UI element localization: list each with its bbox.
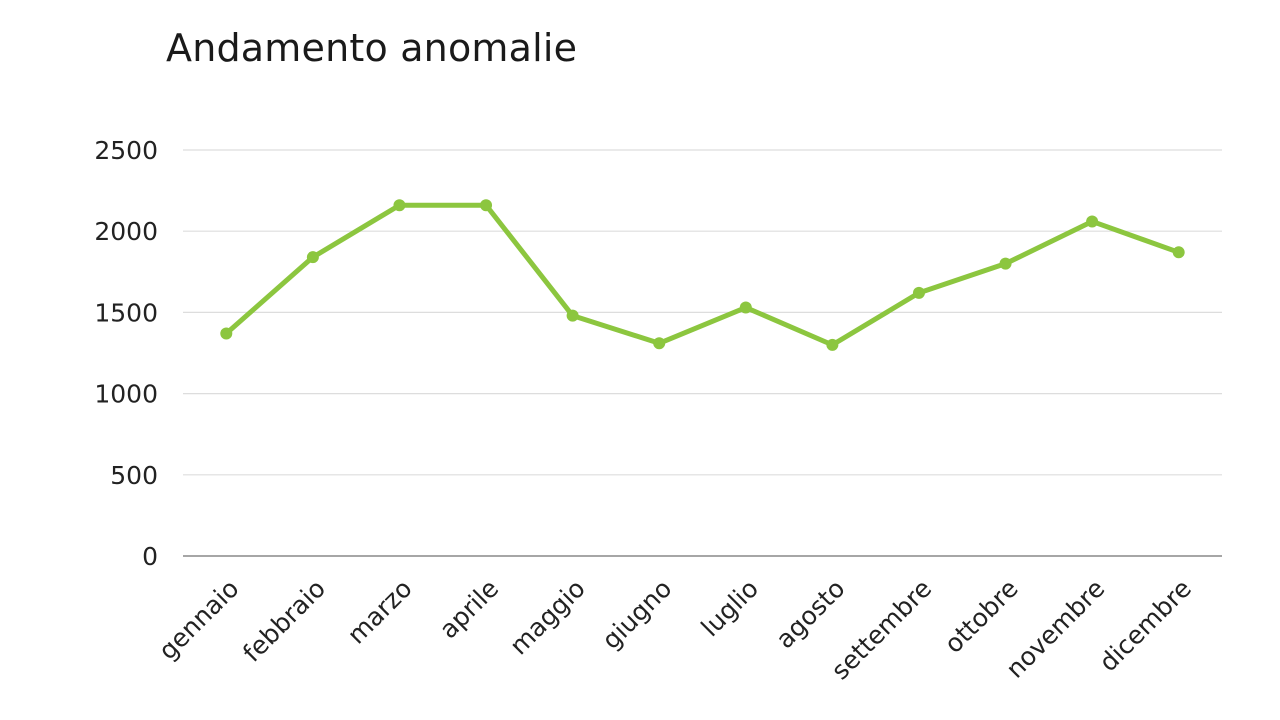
y-tick-label: 1500 [94, 298, 158, 327]
data-point [912, 286, 925, 299]
y-tick-label: 2000 [94, 217, 158, 246]
series-line [223, 202, 1182, 348]
x-tick-label: dicembre [1094, 574, 1197, 677]
y-tick-label: 0 [142, 542, 158, 571]
x-tick-label: aprile [434, 574, 505, 645]
data-point [306, 251, 319, 264]
data-point [1172, 246, 1185, 259]
x-tick-label: maggio [504, 574, 591, 661]
data-point [999, 257, 1012, 270]
x-tick-label: gennaio [153, 574, 245, 666]
x-tick-label: marzo [342, 574, 418, 650]
x-tick-label: luglio [696, 574, 764, 642]
y-tick-label: 500 [110, 461, 158, 490]
data-point [220, 327, 233, 340]
data-point [653, 337, 666, 350]
data-point [739, 301, 752, 314]
data-point [826, 338, 839, 351]
data-point [480, 199, 493, 212]
chart-title: Andamento anomalie [166, 26, 578, 70]
data-point [566, 309, 579, 322]
data-point [1086, 215, 1099, 228]
x-tick-label: febbraio [237, 574, 331, 668]
y-tick-label: 2500 [94, 136, 158, 165]
x-tick-label: agosto [770, 574, 850, 654]
y-tick-label: 1000 [94, 380, 158, 409]
x-tick-label: ottobre [939, 574, 1024, 659]
x-tick-label: giugno [596, 574, 677, 655]
data-point [393, 199, 406, 212]
